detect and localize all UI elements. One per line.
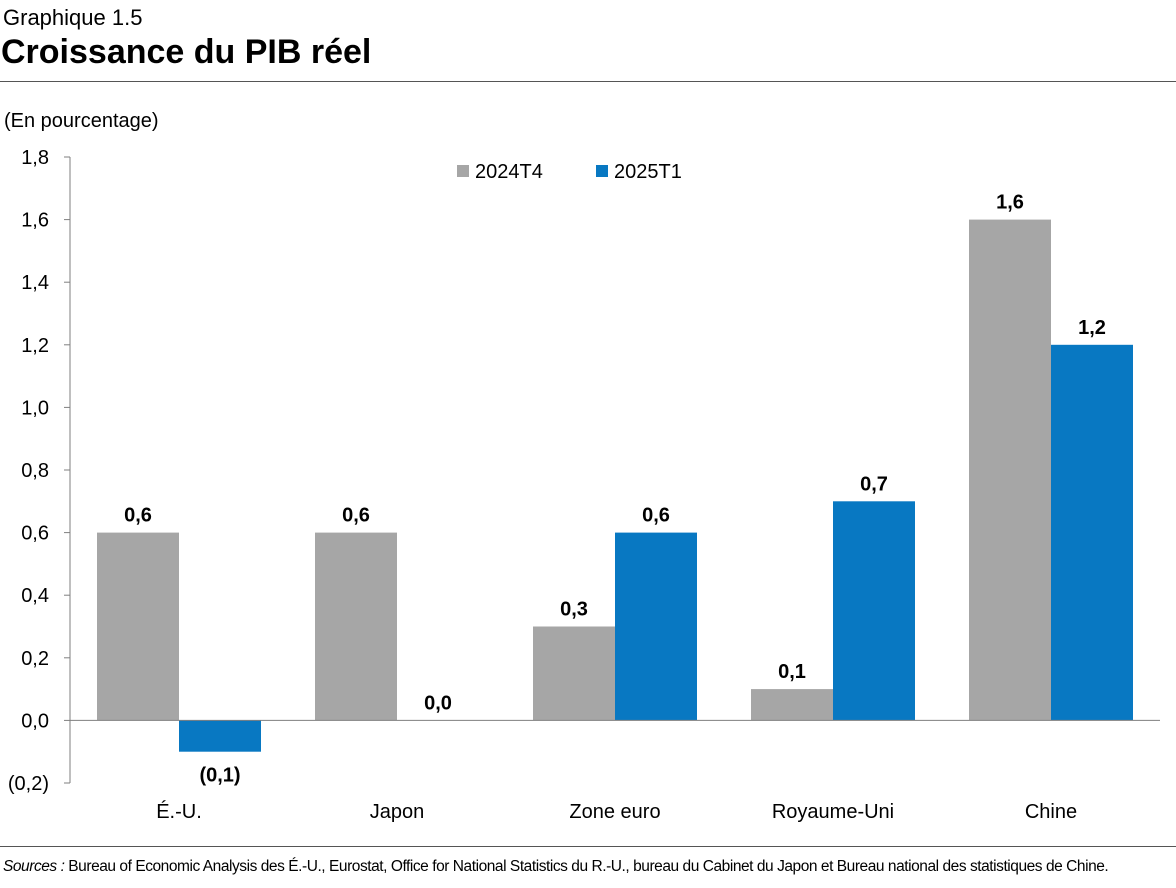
y-tick-label: 1,6: [21, 210, 49, 232]
y-axis-label: (En pourcentage): [4, 110, 159, 132]
header-divider: [0, 81, 1176, 82]
legend-label-2025T1: 2025T1: [614, 161, 682, 183]
bar-2025T1-0: [179, 720, 261, 752]
x-axis-categories: É.-U. Japon Zone euro Royaume-Uni Chine: [156, 800, 1077, 823]
y-tick-label: 0,6: [21, 523, 49, 545]
y-tick-label: 0,8: [21, 460, 49, 482]
chart-header: Graphique 1.5 Croissance du PIB réel: [0, 0, 1176, 82]
legend-swatch-2024T4: [457, 165, 469, 177]
legend: 2024T4 2025T1: [457, 161, 682, 183]
data-label-2025T1-1: 0,0: [424, 692, 452, 714]
category-label: Chine: [1025, 801, 1077, 823]
bars: [97, 219, 1133, 752]
data-label-2025T1-0: (0,1): [199, 765, 240, 787]
category-label: Zone euro: [569, 801, 660, 823]
axes: [69, 157, 1160, 783]
y-tick-label: 1,4: [21, 272, 49, 294]
data-label-2025T1-4: 1,2: [1078, 317, 1106, 339]
legend-label-2024T4: 2024T4: [475, 161, 543, 183]
y-tick-label: (0,2): [8, 773, 49, 795]
data-label-2024T4-1: 0,6: [342, 505, 370, 527]
y-tick-label: 1,2: [21, 335, 49, 357]
sources-note: Sources : Bureau of Economic Analysis de…: [3, 856, 1175, 878]
bar-2024T4-3: [751, 689, 833, 721]
bar-chart: (En pourcentage) (0,2) 0,0 0,2 0,4 0,6 0,8 1,0…: [4, 110, 1160, 823]
data-label-2025T1-3: 0,7: [860, 473, 888, 495]
chart-number: Graphique 1.5: [3, 5, 143, 30]
y-axis-ticks: (0,2) 0,0 0,2 0,4 0,6 0,8 1,0 1,2 1,4 1,6 1,8: [8, 147, 70, 795]
bar-2025T1-4: [1051, 344, 1133, 721]
data-label-2024T4-3: 0,1: [778, 661, 806, 683]
data-label-2024T4-2: 0,3: [560, 599, 588, 621]
y-tick-label: 1,0: [21, 397, 49, 419]
category-label: Royaume-Uni: [772, 801, 894, 823]
footer-divider: [0, 846, 1176, 847]
sources-text: Bureau of Economic Analysis des É.-U., E…: [64, 858, 1109, 875]
y-tick-label: 1,8: [21, 147, 49, 169]
y-tick-label: 0,0: [21, 710, 49, 732]
bar-2025T1-3: [833, 501, 915, 721]
data-label-2024T4-4: 1,6: [996, 192, 1024, 214]
data-label-2024T4-0: 0,6: [124, 505, 152, 527]
data-labels: 0,6 (0,1) 0,6 0,0 0,3 0,6 0,1 0,7 1,6 1,2: [124, 192, 1106, 787]
bar-2024T4-4: [969, 219, 1051, 721]
category-label: É.-U.: [156, 800, 202, 823]
bar-2025T1-2: [615, 532, 697, 721]
y-tick-label: 0,4: [21, 585, 49, 607]
y-tick-label: 0,2: [21, 648, 49, 670]
legend-swatch-2025T1: [596, 165, 608, 177]
category-label: Japon: [370, 801, 425, 823]
bar-2024T4-2: [533, 626, 615, 721]
data-label-2025T1-2: 0,6: [642, 505, 670, 527]
chart-title: Croissance du PIB réel: [1, 33, 372, 71]
bar-2024T4-1: [315, 532, 397, 721]
sources-label: Sources :: [3, 858, 65, 875]
bar-2024T4-0: [97, 532, 179, 721]
